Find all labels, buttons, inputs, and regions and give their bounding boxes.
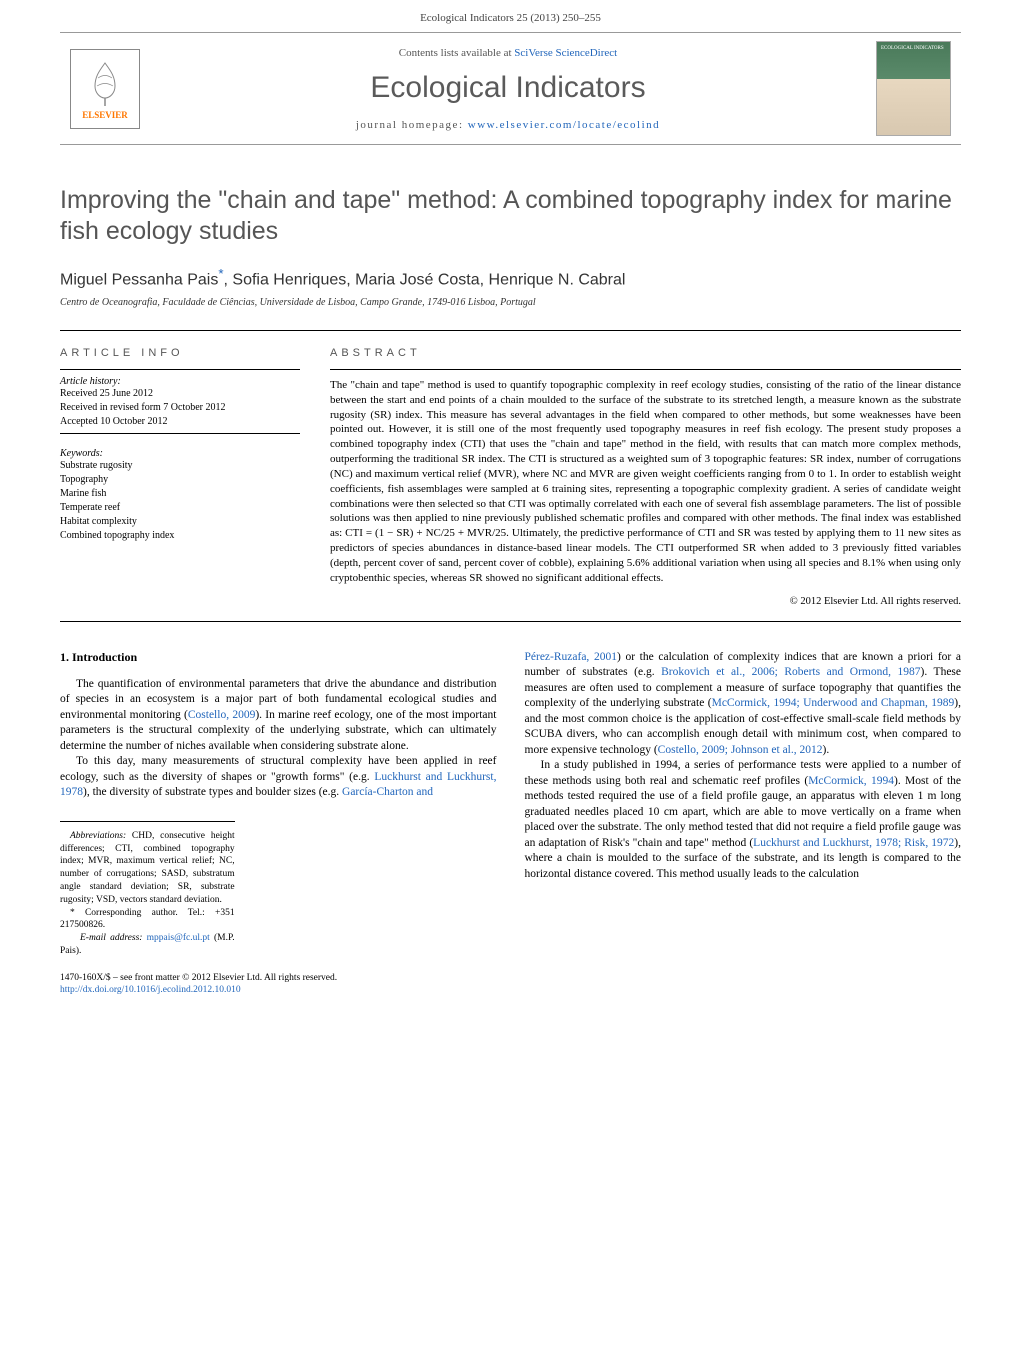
history-label: Article history:: [60, 376, 300, 387]
citation-link[interactable]: Brokovich et al., 2006; Roberts and Ormo…: [661, 666, 920, 678]
abstract-text: The "chain and tape" method is used to q…: [330, 378, 961, 586]
elsevier-tree-icon: [80, 58, 130, 108]
corresponding-footnote: * Corresponding author. Tel.: +351 21750…: [60, 907, 235, 933]
email-footnote: E-mail address: mppais@fc.ul.pt (M.P. Pa…: [60, 932, 235, 958]
bottom-info: 1470-160X/$ – see front matter © 2012 El…: [60, 972, 497, 997]
citation-link[interactable]: Costello, 2009: [188, 709, 255, 721]
homepage-line: journal homepage: www.elsevier.com/locat…: [140, 119, 876, 131]
journal-header-line: Ecological Indicators 25 (2013) 250–255: [0, 0, 1021, 32]
issn-line: 1470-160X/$ – see front matter © 2012 El…: [60, 972, 497, 984]
affiliation: Centro de Oceanografia, Faculdade de Ciê…: [60, 297, 961, 308]
abbreviations-footnote: Abbreviations: CHD, consecutive height d…: [60, 830, 235, 907]
abbrev-text: CHD, consecutive height differences; CTI…: [60, 831, 235, 905]
contents-prefix: Contents lists available at: [399, 47, 514, 59]
footnotes-block: Abbreviations: CHD, consecutive height d…: [60, 821, 235, 958]
keyword: Topography: [60, 473, 300, 487]
homepage-link[interactable]: www.elsevier.com/locate/ecolind: [468, 119, 660, 131]
header-box: ELSEVIER Contents lists available at Sci…: [60, 32, 961, 145]
paragraph: In a study published in 1994, a series o…: [525, 758, 962, 882]
citation-link[interactable]: Luckhurst and Luckhurst, 1978; Risk, 197…: [753, 837, 954, 849]
left-column: 1. Introduction The quantification of en…: [60, 650, 497, 997]
text: ).: [823, 744, 830, 756]
history-revised: Received in revised form 7 October 2012: [60, 401, 300, 415]
paragraph: Pérez-Ruzafa, 2001) or the calculation o…: [525, 650, 962, 759]
citation-link[interactable]: McCormick, 1994; Underwood and Chapman, …: [712, 697, 955, 709]
abbrev-label: Abbreviations:: [70, 831, 126, 841]
history-accepted: Accepted 10 October 2012: [60, 415, 300, 429]
keywords-label: Keywords:: [60, 448, 300, 459]
citation-link[interactable]: García-Charton and: [342, 786, 433, 798]
doi-link[interactable]: http://dx.doi.org/10.1016/j.ecolind.2012…: [60, 984, 497, 996]
contents-line: Contents lists available at SciVerse Sci…: [140, 47, 876, 59]
article-body: Improving the "chain and tape" method: A…: [0, 145, 1021, 1027]
article-info-heading: ARTICLE INFO: [60, 347, 300, 359]
elsevier-logo: ELSEVIER: [70, 49, 140, 129]
author-first: Miguel Pessanha Pais: [60, 271, 218, 288]
abstract-heading: ABSTRACT: [330, 347, 961, 359]
keyword: Substrate rugosity: [60, 459, 300, 473]
email-link[interactable]: mppais@fc.ul.pt: [147, 933, 210, 943]
keyword: Combined topography index: [60, 529, 300, 543]
main-content: 1. Introduction The quantification of en…: [60, 650, 961, 997]
authors-rest: , Sofia Henriques, Maria José Costa, Hen…: [224, 271, 626, 288]
header-center: Contents lists available at SciVerse Sci…: [140, 47, 876, 131]
citation-link[interactable]: Costello, 2009; Johnson et al., 2012: [658, 744, 823, 756]
keyword: Habitat complexity: [60, 515, 300, 529]
copyright: © 2012 Elsevier Ltd. All rights reserved…: [330, 596, 961, 607]
paragraph: To this day, many measurements of struct…: [60, 754, 497, 801]
intro-heading: 1. Introduction: [60, 650, 497, 665]
right-column: Pérez-Ruzafa, 2001) or the calculation o…: [525, 650, 962, 997]
article-title: Improving the "chain and tape" method: A…: [60, 185, 961, 248]
sciencedirect-link[interactable]: SciVerse ScienceDirect: [514, 47, 617, 59]
keyword: Marine fish: [60, 487, 300, 501]
divider-after-abstract: [60, 621, 961, 622]
info-abstract-row: ARTICLE INFO Article history: Received 2…: [60, 347, 961, 607]
email-label: E-mail address:: [80, 933, 147, 943]
keyword: Temperate reef: [60, 501, 300, 515]
history-received: Received 25 June 2012: [60, 387, 300, 401]
authors: Miguel Pessanha Pais*, Sofia Henriques, …: [60, 266, 961, 289]
divider-top: [60, 330, 961, 331]
article-info-column: ARTICLE INFO Article history: Received 2…: [60, 347, 300, 607]
paragraph: The quantification of environmental para…: [60, 677, 497, 755]
publisher-name: ELSEVIER: [82, 110, 128, 120]
citation-link[interactable]: McCormick, 1994: [808, 775, 894, 787]
journal-name: Ecological Indicators: [140, 71, 876, 105]
journal-cover-thumbnail: [876, 41, 951, 136]
citation-link[interactable]: Pérez-Ruzafa, 2001: [525, 651, 617, 663]
text: ), the diversity of substrate types and …: [83, 786, 342, 798]
homepage-prefix: journal homepage:: [356, 119, 468, 131]
abstract-column: ABSTRACT The "chain and tape" method is …: [330, 347, 961, 607]
